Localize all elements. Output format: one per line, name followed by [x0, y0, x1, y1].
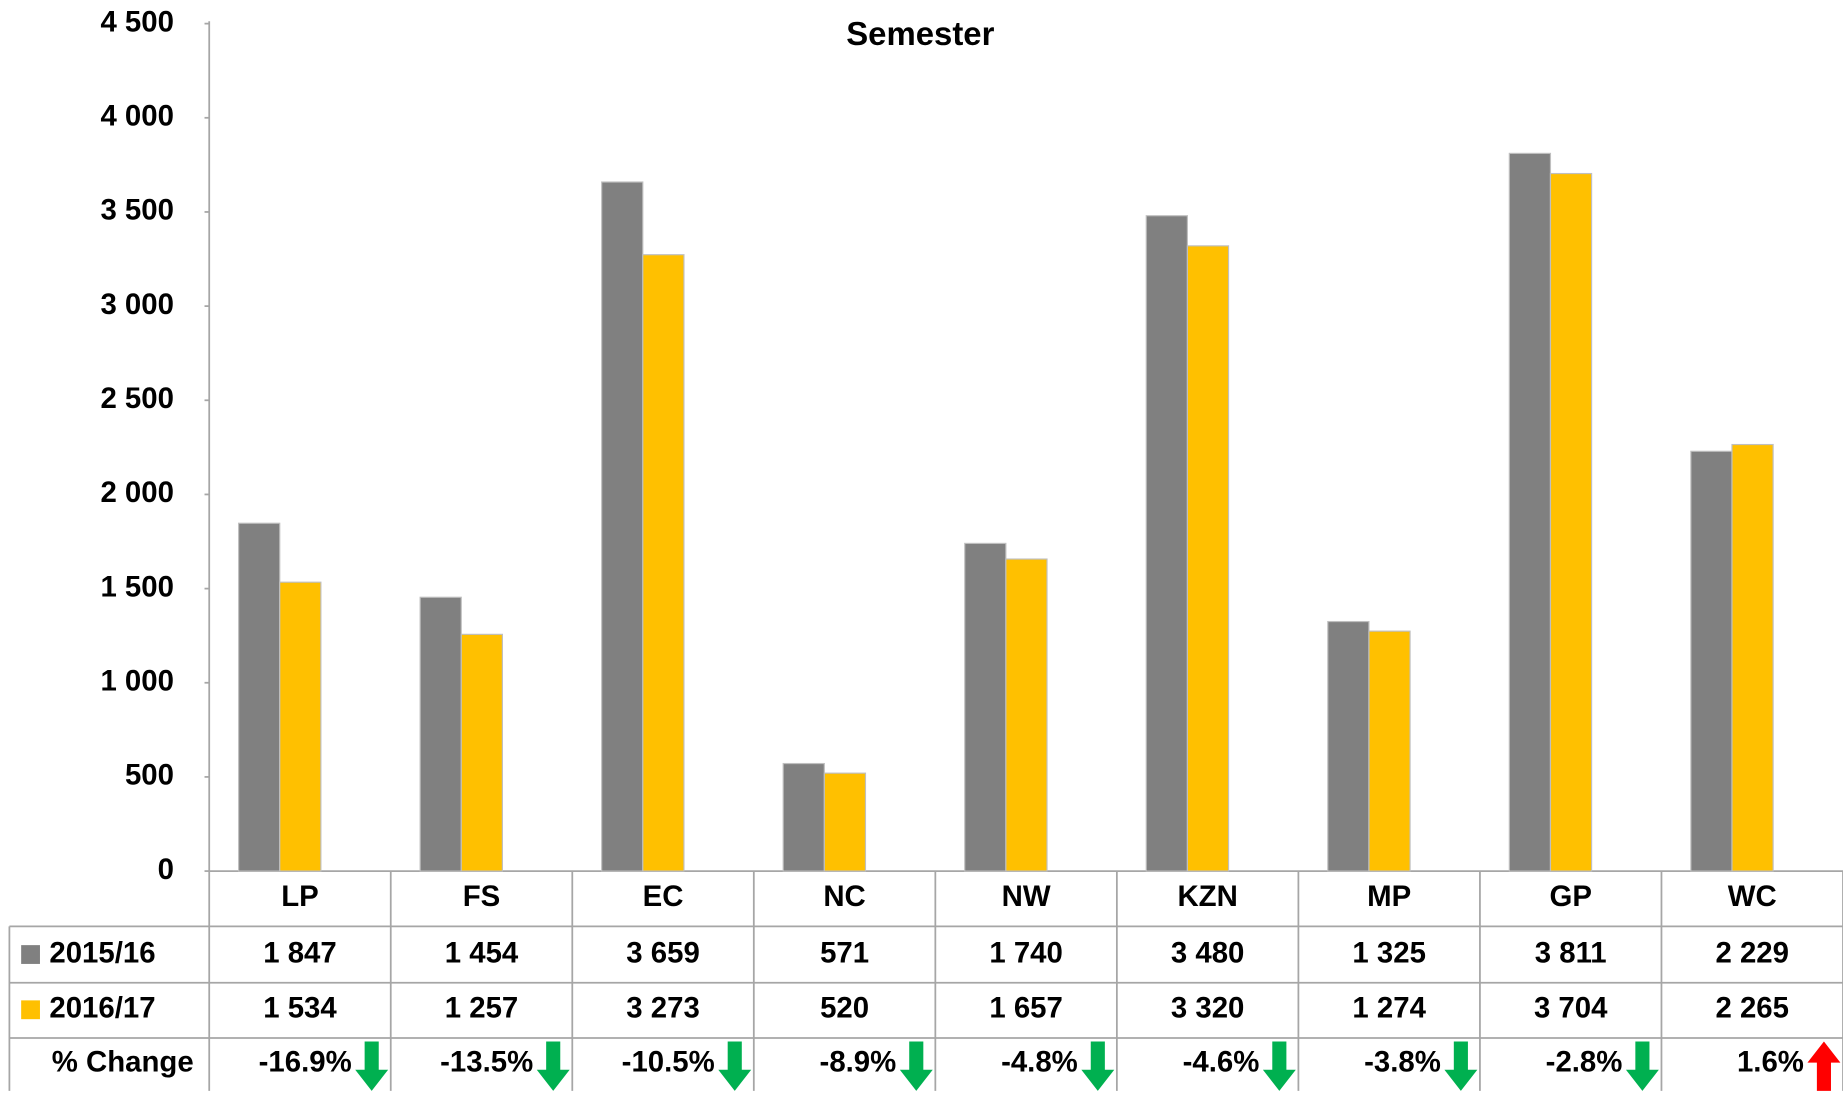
- change-label: -4.8%: [1001, 1046, 1078, 1079]
- bar: [601, 181, 644, 872]
- change-arrow: [355, 1041, 389, 1091]
- y-tick-label: 2 000: [100, 476, 174, 509]
- change-arrow: [899, 1041, 933, 1091]
- change-label: -16.9%: [259, 1046, 352, 1079]
- table-value: 1 257: [445, 992, 519, 1025]
- x-tick-label: GP: [1549, 880, 1591, 913]
- bar: [1327, 620, 1370, 872]
- change-arrow: [1625, 1041, 1659, 1091]
- bar: [1005, 558, 1048, 872]
- y-tick-label: 0: [158, 853, 174, 886]
- x-tick-label: KZN: [1177, 880, 1237, 913]
- change-label: -13.5%: [440, 1046, 533, 1079]
- table-value: 2 265: [1715, 992, 1789, 1025]
- table-value: 3 320: [1171, 992, 1245, 1025]
- y-tick-label: 1 000: [100, 665, 174, 698]
- bar: [1368, 630, 1411, 872]
- table-value: 3 659: [626, 936, 700, 969]
- y-tick-label: 2 500: [100, 382, 174, 415]
- row-header: 2016/17: [49, 992, 155, 1025]
- bar: [279, 581, 322, 872]
- row-header: % Change: [52, 1046, 194, 1079]
- table-value: 3 480: [1171, 936, 1245, 969]
- change-arrow: [1081, 1041, 1115, 1091]
- bar: [964, 542, 1007, 872]
- row-header: 2015/16: [49, 936, 155, 969]
- bar: [782, 762, 825, 872]
- change-label: -3.8%: [1364, 1046, 1441, 1079]
- change-arrow: [536, 1041, 570, 1091]
- bar: [419, 596, 462, 872]
- y-tick-label: 1 500: [100, 570, 174, 603]
- change-label: 1.6%: [1737, 1046, 1804, 1079]
- y-tick-label: 3 000: [100, 288, 174, 321]
- y-tick-label: 4 500: [100, 5, 174, 38]
- change-arrow: [718, 1041, 752, 1091]
- x-tick-label: WC: [1728, 880, 1777, 913]
- bar: [1508, 152, 1552, 872]
- x-tick-label: EC: [643, 880, 684, 913]
- y-tick-label: 3 500: [100, 194, 174, 227]
- y-tick-label: 500: [125, 759, 174, 792]
- change-arrow: [1262, 1041, 1296, 1091]
- bar: [1549, 172, 1593, 872]
- change-label: -8.9%: [820, 1046, 897, 1079]
- change-arrow: [1444, 1041, 1478, 1091]
- table-value: 1 657: [989, 992, 1063, 1025]
- table-value: 1 534: [263, 992, 337, 1025]
- bar: [1145, 215, 1188, 872]
- change-arrow: [1807, 1041, 1841, 1091]
- bar: [1186, 245, 1230, 872]
- bar: [238, 522, 281, 872]
- bar: [1731, 443, 1774, 872]
- table-value: 571: [820, 936, 869, 969]
- legend-swatch: [21, 1000, 40, 1020]
- change-label: -10.5%: [622, 1046, 715, 1079]
- table-value: 1 274: [1352, 992, 1426, 1025]
- bar: [460, 633, 503, 872]
- x-tick-label: NC: [823, 880, 865, 913]
- table-value: 3 811: [1535, 936, 1607, 969]
- x-tick-label: LP: [281, 880, 319, 913]
- bar: [823, 772, 867, 872]
- table-value: 2 229: [1715, 936, 1789, 969]
- change-label: -4.6%: [1183, 1046, 1260, 1079]
- table-value: 1 325: [1352, 936, 1426, 969]
- table-value: 1 847: [263, 936, 337, 969]
- table-value: 520: [820, 992, 869, 1025]
- table-value: 1 740: [989, 936, 1063, 969]
- change-label: -2.8%: [1546, 1046, 1623, 1079]
- x-tick-label: MP: [1367, 880, 1411, 913]
- table-value: 1 454: [445, 936, 519, 969]
- y-tick-label: 4 000: [100, 100, 174, 133]
- legend-swatch: [21, 945, 40, 964]
- table-value: 3 704: [1534, 992, 1608, 1025]
- bar: [642, 254, 685, 872]
- bar: [1690, 450, 1733, 872]
- table-value: 3 273: [626, 992, 700, 1025]
- chart-title: Semester: [846, 15, 994, 52]
- x-tick-label: FS: [463, 880, 501, 913]
- x-tick-label: NW: [1002, 880, 1051, 913]
